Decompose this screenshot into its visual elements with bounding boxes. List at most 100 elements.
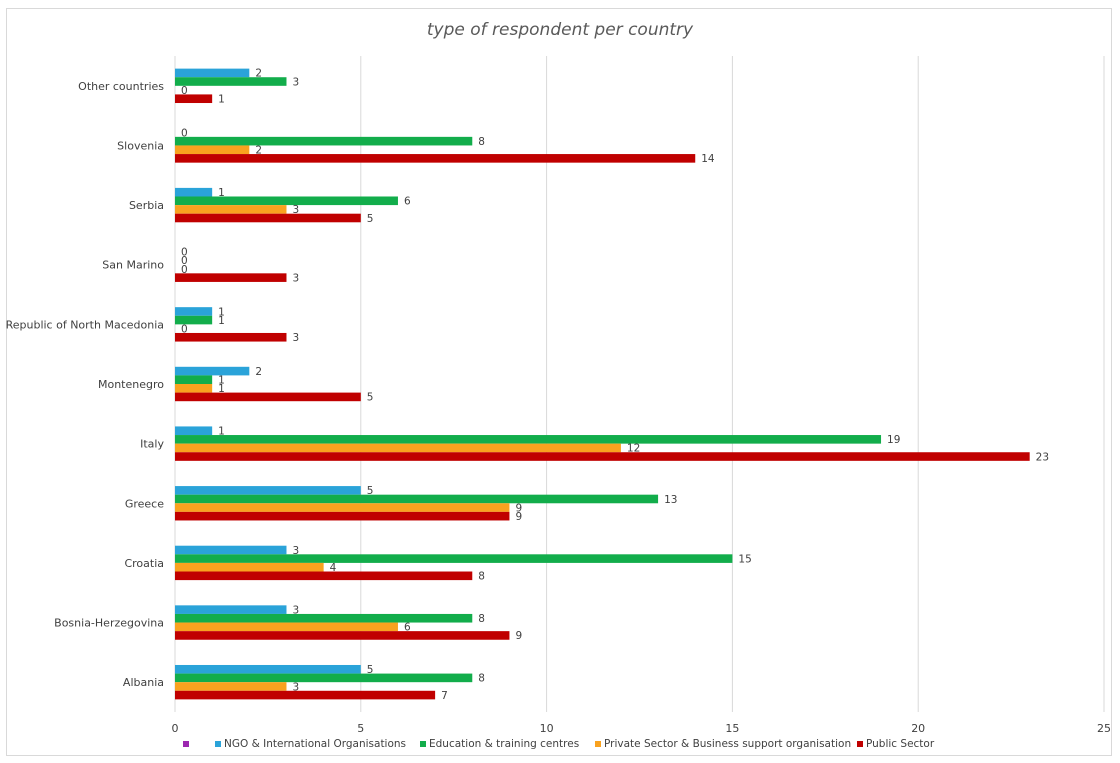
data-label: 8 — [478, 136, 485, 148]
data-label: 1 — [218, 187, 225, 199]
bar — [175, 673, 473, 683]
data-label: 15 — [738, 553, 751, 565]
data-label: 5 — [367, 664, 374, 676]
bar — [175, 187, 213, 197]
bar — [175, 690, 436, 700]
bar — [175, 273, 287, 282]
bar — [175, 443, 621, 453]
x-axis-ticks: 0 5 10 15 20 25 — [172, 722, 1112, 735]
data-label: 6 — [404, 196, 411, 208]
x-tick-label: 20 — [911, 722, 925, 735]
bar — [175, 503, 510, 512]
data-label: 3 — [292, 272, 299, 284]
bar — [175, 562, 324, 572]
category-labels: Albania Bosnia-Herzegovina Croatia Greece It… — [6, 80, 165, 689]
data-label: 14 — [701, 153, 715, 165]
bar — [175, 68, 250, 78]
bar — [175, 94, 213, 104]
data-label: 7 — [441, 690, 448, 702]
bar — [175, 205, 287, 214]
bar — [175, 494, 659, 504]
bar — [175, 571, 473, 581]
bar — [175, 605, 287, 614]
bar — [175, 332, 287, 342]
bar — [175, 77, 287, 86]
data-label: 9 — [515, 630, 522, 642]
x-tick-label: 15 — [725, 722, 739, 735]
category-label: Italy — [140, 438, 164, 451]
bar — [175, 452, 1030, 461]
category-label: Republic of North Macedonia — [6, 318, 164, 331]
bar — [175, 682, 287, 691]
data-label: 9 — [515, 511, 522, 523]
bar — [175, 486, 361, 495]
data-label: 1 — [218, 383, 225, 395]
x-tick-label: 25 — [1097, 722, 1111, 735]
data-label: 0 — [181, 247, 188, 259]
category-label: Croatia — [124, 557, 164, 570]
data-label: 0 — [181, 85, 188, 97]
legend-marker — [595, 741, 601, 747]
data-label: 8 — [478, 571, 485, 583]
bar — [175, 613, 473, 623]
legend-marker — [420, 741, 426, 747]
bar — [175, 375, 213, 384]
data-label: 8 — [478, 673, 485, 685]
bar — [175, 366, 250, 376]
legend-label: Private Sector & Business support organi… — [604, 738, 851, 750]
bar — [175, 511, 510, 521]
bar — [175, 664, 361, 674]
chart-title: type of respondent per country — [426, 20, 694, 40]
legend-label: Education & training centres — [429, 738, 579, 750]
x-tick-label: 5 — [357, 722, 364, 735]
data-label: 2 — [255, 68, 262, 80]
data-label: 3 — [292, 604, 299, 616]
category-label: Montenegro — [98, 378, 164, 391]
bar — [175, 392, 361, 402]
data-labels: 5837386931548513991191223211511030003163… — [181, 68, 1049, 702]
data-label: 12 — [627, 443, 640, 455]
data-label: 3 — [292, 681, 299, 693]
legend-marker — [215, 741, 221, 747]
bar — [175, 196, 398, 206]
data-label: 9 — [515, 502, 522, 514]
bar — [175, 213, 361, 223]
data-label: 5 — [367, 213, 374, 225]
x-tick-label: 0 — [172, 722, 179, 735]
category-label: Serbia — [129, 199, 164, 212]
bar — [175, 622, 398, 632]
data-label: 23 — [1036, 451, 1049, 463]
x-tick-label: 10 — [540, 722, 554, 735]
bars — [175, 68, 1030, 700]
bar — [175, 145, 250, 155]
data-label: 1 — [218, 426, 225, 438]
data-label: 19 — [887, 434, 900, 446]
bar — [175, 631, 510, 640]
legend-marker — [183, 741, 189, 747]
category-label: Albania — [123, 676, 164, 689]
data-label: 13 — [664, 494, 677, 506]
legend-marker — [857, 741, 863, 747]
data-label: 3 — [292, 332, 299, 344]
data-label: 0 — [181, 323, 188, 335]
data-label: 1 — [218, 94, 225, 106]
bar — [175, 545, 287, 555]
bar — [175, 136, 473, 146]
category-label: San Marino — [102, 259, 164, 272]
data-label: 5 — [367, 485, 374, 497]
legend-label: NGO & International Organisations — [224, 738, 406, 750]
legend: NGO & International Organisations Educati… — [183, 738, 935, 750]
bar — [175, 154, 696, 163]
category-label: Bosnia-Herzegovina — [54, 617, 164, 630]
bar — [175, 426, 213, 436]
data-label: 3 — [292, 204, 299, 216]
legend-label: Public Sector — [866, 738, 935, 750]
bar — [175, 554, 733, 563]
data-label: 0 — [181, 264, 188, 276]
category-label: Slovenia — [117, 139, 164, 152]
data-label: 0 — [181, 127, 188, 139]
data-label: 1 — [218, 375, 225, 387]
data-label: 2 — [255, 145, 262, 157]
data-label: 0 — [181, 255, 188, 267]
data-label: 1 — [218, 306, 225, 318]
